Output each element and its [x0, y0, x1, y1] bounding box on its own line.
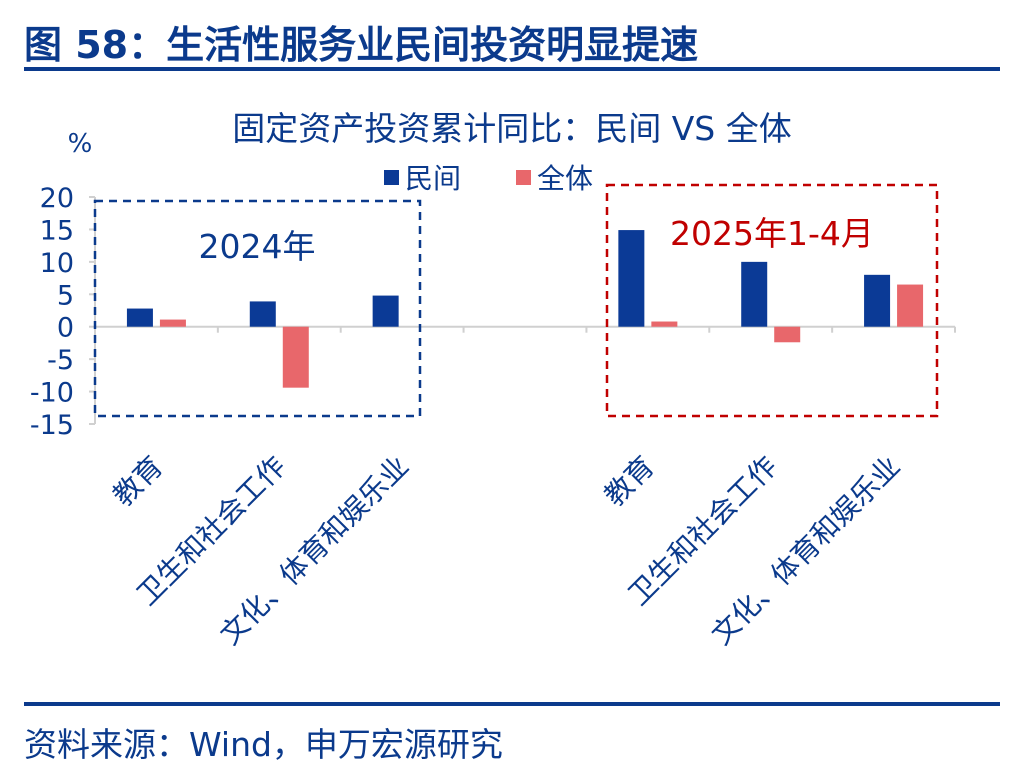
bar — [126, 308, 153, 327]
y-tick-label: 15 — [40, 215, 74, 246]
y-tick-label: 5 — [57, 280, 74, 311]
y-tick-label: 20 — [40, 183, 74, 214]
bar-chart: 固定资产投资累计同比：民间 VS 全体 % 民间 全体 20151050-5-10… — [30, 109, 956, 652]
bar — [618, 230, 645, 327]
x-category-label: 教育 — [598, 450, 661, 513]
legend-swatch-1 — [516, 170, 531, 185]
figure-title: 图 58：生活性服务业民间投资明显提速 — [24, 23, 699, 67]
bar — [897, 284, 924, 327]
bar — [282, 326, 309, 388]
top-divider — [24, 67, 1000, 71]
bar — [249, 301, 276, 327]
y-tick-label: 10 — [40, 248, 74, 279]
legend-label-1: 全体 — [537, 162, 593, 195]
legend-swatch-0 — [384, 170, 399, 185]
bar — [372, 295, 399, 327]
legend-label-0: 民间 — [405, 162, 461, 195]
bar — [774, 326, 801, 343]
x-category-label: 教育 — [106, 450, 169, 513]
period-annotations: 2024年 2025年1-4月 — [93, 183, 939, 418]
y-tick-label: 0 — [57, 313, 74, 344]
period-label-0: 2024年 — [199, 227, 316, 266]
y-axis-unit-label: % — [68, 129, 93, 159]
bar — [741, 261, 768, 327]
source-note: 资料来源：Wind，申万宏源研究 — [24, 725, 503, 764]
bars — [126, 230, 924, 388]
chart-title: 固定资产投资累计同比：民间 VS 全体 — [232, 109, 792, 148]
bar — [159, 319, 186, 327]
y-tick-label: -5 — [47, 345, 74, 376]
period-box-0 — [93, 199, 422, 418]
bottom-divider — [24, 702, 1000, 706]
period-label-1: 2025年1-4月 — [670, 214, 874, 253]
bar — [651, 321, 678, 327]
y-tick-label: -15 — [30, 410, 74, 441]
bar — [864, 274, 891, 327]
y-tick-label: -10 — [30, 378, 74, 409]
legend: 民间 全体 — [384, 162, 593, 195]
